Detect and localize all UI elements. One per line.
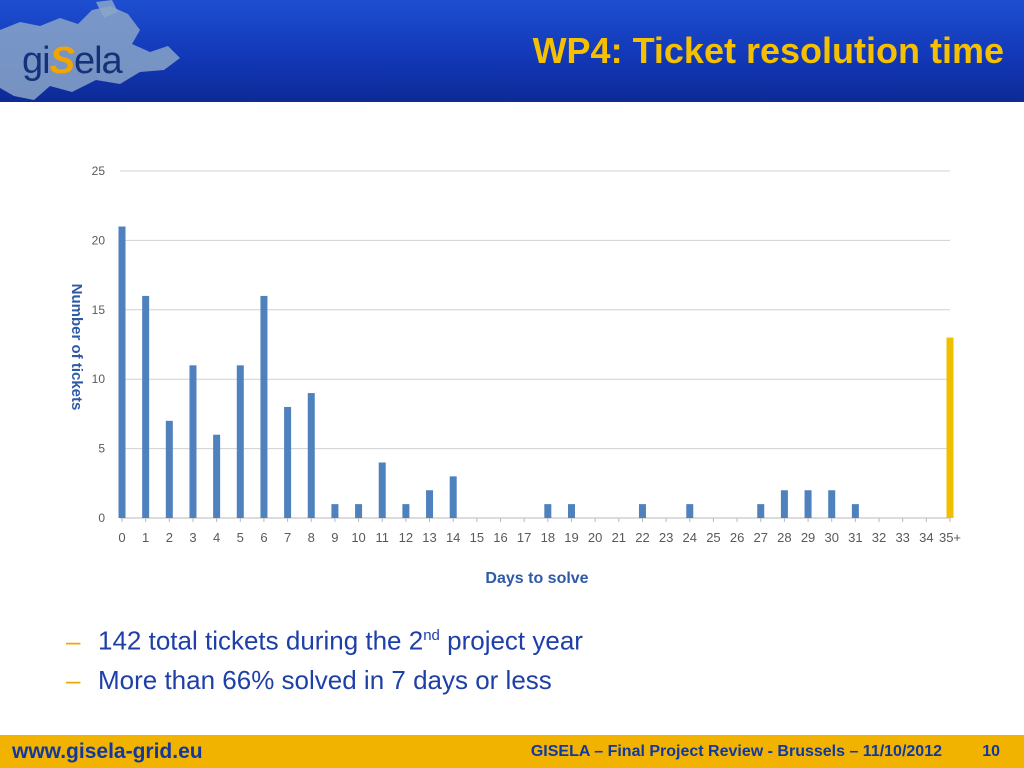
x-tick-label: 32 [872,530,886,545]
bar-35+ [946,337,954,518]
bars [118,226,954,518]
x-tick-label: 18 [541,530,555,545]
x-tick-label: 30 [824,530,838,545]
x-tick-label: 21 [612,530,626,545]
bar-3 [189,365,197,518]
bullet-item: – More than 66% solved in 7 days or less [66,665,552,695]
slide-title: WP4: Ticket resolution time [532,30,1004,71]
x-tick-labels: 0 1 2 3 4 5 6 7 8 9 10 11 12 13 14 15 16 17 18 19 20 21 22 23 24… [118,518,961,545]
footer-note: GISELA – Final Project Review - Brussels… [530,743,942,760]
y-tick-label: 15 [92,303,106,317]
x-tick-label: 34 [919,530,933,545]
x-tick-label: 10 [351,530,365,545]
bar-11 [378,462,386,518]
y-tick-labels: 0 5 10 15 20 25 [92,164,106,525]
bar-24 [686,504,694,518]
bar-7 [284,406,292,518]
bullet-dash: – [66,665,81,695]
footer-url-link[interactable]: www.gisela-grid.eu [12,740,203,763]
bar-2 [165,420,173,518]
bar-12 [402,504,410,518]
x-tick-label: 35+ [939,530,961,545]
x-tick-label: 22 [635,530,649,545]
bar-31 [851,504,859,518]
bar-9 [331,504,339,518]
x-tick-label: 19 [564,530,578,545]
x-tick-label: 20 [588,530,602,545]
x-tick-label: 12 [399,530,413,545]
y-axis-label: Number of tickets [68,284,85,411]
slide-footer: www.gisela-grid.eu GISELA – Final Projec… [0,735,1024,768]
x-tick-label: 0 [118,530,125,545]
bar-27 [757,504,765,518]
y-tick-label: 0 [98,511,105,525]
x-tick-label: 17 [517,530,531,545]
x-tick-label: 27 [754,530,768,545]
page-number: 10 [982,743,1000,760]
x-tick-label: 13 [422,530,436,545]
bar-18 [544,504,552,518]
bar-30 [828,490,836,518]
x-tick-label: 28 [777,530,791,545]
x-tick-label: 15 [470,530,484,545]
bar-0 [118,226,126,518]
slide-header: giSela WP4: Ticket resolution time [0,0,1024,102]
bullet-dash: – [66,625,81,656]
gisela-logo: giSela [22,40,123,82]
bar-29 [804,490,812,518]
grid-lines [120,170,950,519]
x-tick-label: 14 [446,530,460,545]
x-tick-label: 26 [730,530,744,545]
y-tick-label: 5 [98,442,105,456]
bar-10 [355,504,363,518]
x-axis-label: Days to solve [485,570,588,587]
x-tick-label: 5 [237,530,244,545]
bar-19 [567,504,575,518]
bullet-list: –142 total tickets during the 2nd projec… [66,620,583,708]
x-tick-label: 33 [895,530,909,545]
x-tick-label: 23 [659,530,673,545]
bar-1 [142,295,150,518]
bullet-item: –142 total tickets during the 2nd projec… [66,625,583,656]
x-tick-label: 24 [683,530,697,545]
x-tick-label: 6 [260,530,267,545]
bar-4 [213,434,221,518]
bar-22 [638,504,646,518]
x-tick-label: 9 [331,530,338,545]
bar-8 [307,393,315,518]
x-tick-label: 29 [801,530,815,545]
europe-map-graphic [0,0,180,100]
bar-6 [260,295,268,518]
x-tick-label: 7 [284,530,291,545]
x-tick-label: 25 [706,530,720,545]
x-tick-label: 3 [189,530,196,545]
x-tick-label: 4 [213,530,220,545]
x-tick-label: 1 [142,530,149,545]
bar-28 [780,490,788,518]
x-tick-label: 16 [493,530,507,545]
y-tick-label: 20 [92,233,106,247]
x-tick-label: 31 [848,530,862,545]
y-tick-label: 10 [92,372,106,386]
x-tick-label: 2 [166,530,173,545]
bar-14 [449,476,457,518]
x-tick-label: 8 [308,530,315,545]
y-tick-label: 25 [92,164,106,178]
bar-5 [236,365,244,518]
bar-13 [426,490,434,518]
x-tick-label: 11 [375,530,389,545]
